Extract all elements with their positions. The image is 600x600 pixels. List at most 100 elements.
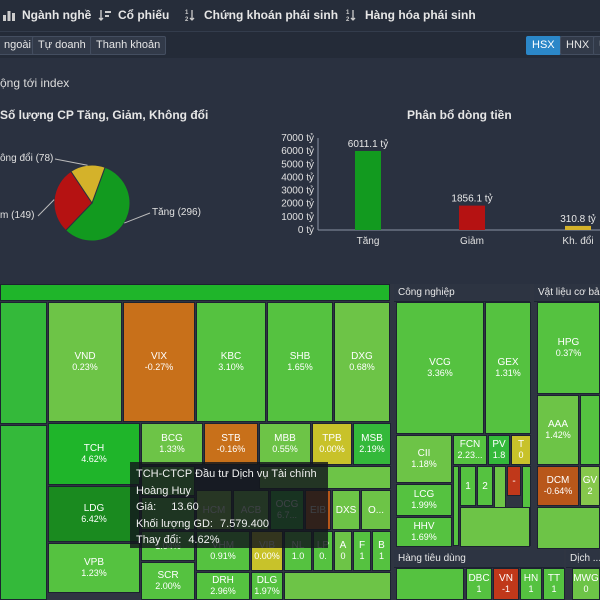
treemap-filler-tile[interactable] [0, 284, 390, 301]
stock-change: 2 [587, 486, 593, 496]
tooltip-price-row: Giá: 13.60 [136, 499, 322, 516]
pie-label: ông đổi (78) [0, 153, 54, 164]
sector-industrial-header[interactable]: Công nghiệp [394, 284, 530, 302]
stock-tile[interactable]: STB -0.16% [204, 423, 258, 465]
stock-code: T [517, 439, 525, 450]
flow-bar[interactable] [565, 225, 591, 230]
stock-tile[interactable]: BCG 1.33% [141, 423, 203, 465]
stock-tile[interactable]: 2 [477, 466, 493, 506]
liquidity-button[interactable]: Thanh khoản [90, 36, 167, 55]
flow-chart-title: Phân bổ dòng tiền [407, 108, 512, 122]
stock-code: HPG [557, 337, 580, 348]
treemap-filler-tile[interactable] [0, 302, 47, 424]
stock-tile[interactable]: GV 2 [580, 466, 600, 506]
stock-change: 6.42% [81, 514, 107, 524]
stock-tile[interactable]: DCM -0.64% [537, 466, 579, 506]
stock-code: 1 [465, 480, 471, 492]
pie-chart [37, 158, 151, 242]
tooltip-change-row: Thay đổi: 4.62% [136, 532, 322, 549]
stock-tile[interactable]: SCR 2.00% [141, 562, 195, 600]
sector-services-header[interactable]: Dịch ... [566, 550, 600, 568]
treemap-filler-tile[interactable] [453, 466, 459, 546]
stock-tile[interactable]: MSB 2.19% [353, 423, 391, 465]
stock-code: TCH [83, 443, 105, 454]
stock-tile[interactable]: HPG 0.37% [537, 302, 600, 394]
treemap-filler-tile[interactable] [284, 572, 391, 600]
proprietary-button[interactable]: Tự doanh [32, 36, 92, 55]
pie-slice[interactable] [70, 164, 106, 205]
stock-tile[interactable]: AAA 1.42% [537, 395, 579, 465]
stock-change: 1 [476, 584, 482, 594]
nav-stocks-label: Cổ phiếu [118, 8, 170, 22]
stock-change: 0. [319, 551, 327, 561]
stock-tile[interactable]: MWG 0 [572, 568, 600, 600]
stock-tile[interactable]: HN 1 [520, 568, 542, 600]
pie-slice[interactable] [64, 166, 131, 242]
stock-code: DBC [468, 573, 490, 584]
stock-tile[interactable]: DLG 1.97% [251, 572, 283, 600]
bar-data-label: 6011.1 tỷ [348, 138, 388, 150]
stock-code: LDG [83, 503, 105, 514]
stock-tile[interactable]: GEX 1.31% [485, 302, 531, 434]
nav-industry[interactable]: Ngành nghề [2, 8, 91, 22]
stock-tile[interactable]: VN -1 [493, 568, 519, 600]
stock-tile[interactable]: CII 1.18% [396, 435, 452, 483]
stock-tile[interactable]: DXG 0.68% [334, 302, 390, 422]
stock-tile[interactable]: VIX -0.27% [123, 302, 195, 422]
stock-tile[interactable]: DRH 2.96% [196, 572, 250, 600]
nav-stocks[interactable]: Cổ phiếu [98, 8, 169, 22]
stock-code: A [339, 540, 347, 551]
stock-code: AAA [547, 419, 568, 430]
stock-tile[interactable]: SHB 1.65% [267, 302, 333, 422]
stock-tooltip: TCH-CTCP Đầu tư Dịch vụ Tài chính Hoàng … [130, 462, 328, 548]
sector-materials-header[interactable]: Vật liệu cơ bản [534, 284, 600, 302]
stock-tile[interactable]: VND 0.23% [48, 302, 122, 422]
stock-tile[interactable]: HHV 1.69% [396, 517, 452, 547]
stock-tile[interactable]: TCH 4.62% [48, 423, 140, 485]
treemap-filler-tile[interactable] [396, 568, 464, 600]
tooltip-volume-row: Khối lượng GD: 7.579.400 [136, 516, 322, 533]
pie-leader-line [124, 212, 151, 224]
stock-tile[interactable]: KBC 3.10% [196, 302, 266, 422]
stock-tile[interactable]: MBB 0.55% [259, 423, 311, 465]
stock-tile[interactable]: DBC 1 [466, 568, 492, 600]
stock-tile[interactable]: O... [361, 490, 391, 530]
pie-slice[interactable] [53, 170, 93, 232]
pie-leader-line [54, 158, 88, 166]
treemap-filler-tile[interactable] [0, 425, 47, 600]
stock-tile[interactable]: TT 1 [543, 568, 565, 600]
stock-code: VND [74, 351, 96, 362]
flow-bar[interactable] [355, 150, 381, 230]
stock-change: 0.68% [349, 362, 375, 372]
treemap-filler-tile[interactable] [580, 395, 600, 465]
flow-bar[interactable] [459, 205, 485, 230]
treemap-filler-tile[interactable] [537, 507, 600, 549]
stock-change: 1 [359, 551, 365, 561]
treemap-filler-tile[interactable] [460, 507, 530, 547]
stock-tile[interactable]: 1 [460, 466, 476, 506]
exchange-hnx-button[interactable]: HNX [560, 36, 596, 55]
stock-change: -0.16% [216, 444, 246, 454]
svg-text:1: 1 [346, 10, 350, 16]
stock-tile[interactable]: LDG 6.42% [48, 486, 140, 542]
stock-tile[interactable]: FCN 2.23... [453, 435, 487, 465]
stock-code: MSB [361, 433, 383, 444]
stock-tile[interactable]: VPB 1.23% [48, 543, 140, 593]
stock-tile[interactable]: DXS [332, 490, 360, 530]
stock-code: F [358, 540, 366, 551]
stock-tile[interactable]: VCG 3.36% [396, 302, 484, 434]
stock-tile[interactable]: PV 1.8 [488, 435, 510, 465]
stock-tile[interactable]: LCG 1.99% [396, 484, 452, 516]
stock-tile[interactable]: - [507, 466, 521, 496]
sector-consumer-header[interactable]: Hàng tiêu dùng [394, 550, 564, 568]
bar-chart-icon [3, 11, 15, 21]
stock-tile[interactable]: TPB 0.00% [312, 423, 352, 465]
y-tick-label: 2000 tỷ [281, 198, 314, 210]
